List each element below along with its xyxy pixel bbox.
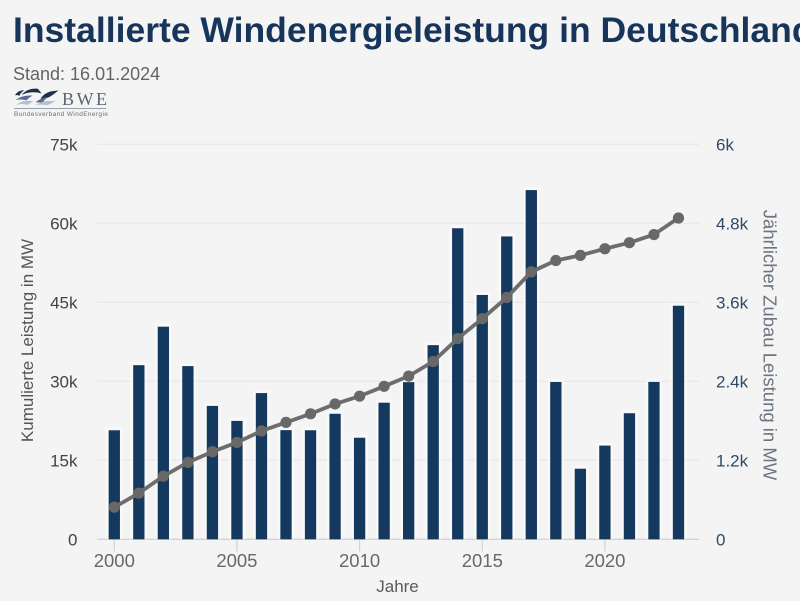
- svg-text:6k: 6k: [716, 135, 734, 154]
- svg-text:2015: 2015: [462, 550, 503, 571]
- svg-text:2005: 2005: [216, 550, 257, 571]
- svg-text:2020: 2020: [584, 550, 625, 571]
- svg-text:2000: 2000: [94, 550, 135, 571]
- svg-text:Jährlicher Zubau Leistung in M: Jährlicher Zubau Leistung in MW: [759, 210, 780, 481]
- svg-text:1.2k: 1.2k: [716, 451, 749, 470]
- svg-text:0: 0: [68, 530, 77, 549]
- svg-text:4.8k: 4.8k: [716, 214, 749, 233]
- svg-text:2.4k: 2.4k: [716, 372, 749, 391]
- svg-text:60k: 60k: [50, 214, 78, 233]
- svg-text:0: 0: [716, 530, 725, 549]
- svg-text:Kumulierte Leistung in MW: Kumulierte Leistung in MW: [18, 239, 37, 442]
- svg-text:2010: 2010: [339, 550, 380, 571]
- svg-text:30k: 30k: [50, 372, 78, 391]
- svg-text:75k: 75k: [50, 135, 78, 154]
- svg-text:15k: 15k: [50, 451, 78, 470]
- svg-text:45k: 45k: [50, 293, 78, 312]
- svg-text:Jahre: Jahre: [376, 577, 419, 596]
- svg-text:3.6k: 3.6k: [716, 293, 749, 312]
